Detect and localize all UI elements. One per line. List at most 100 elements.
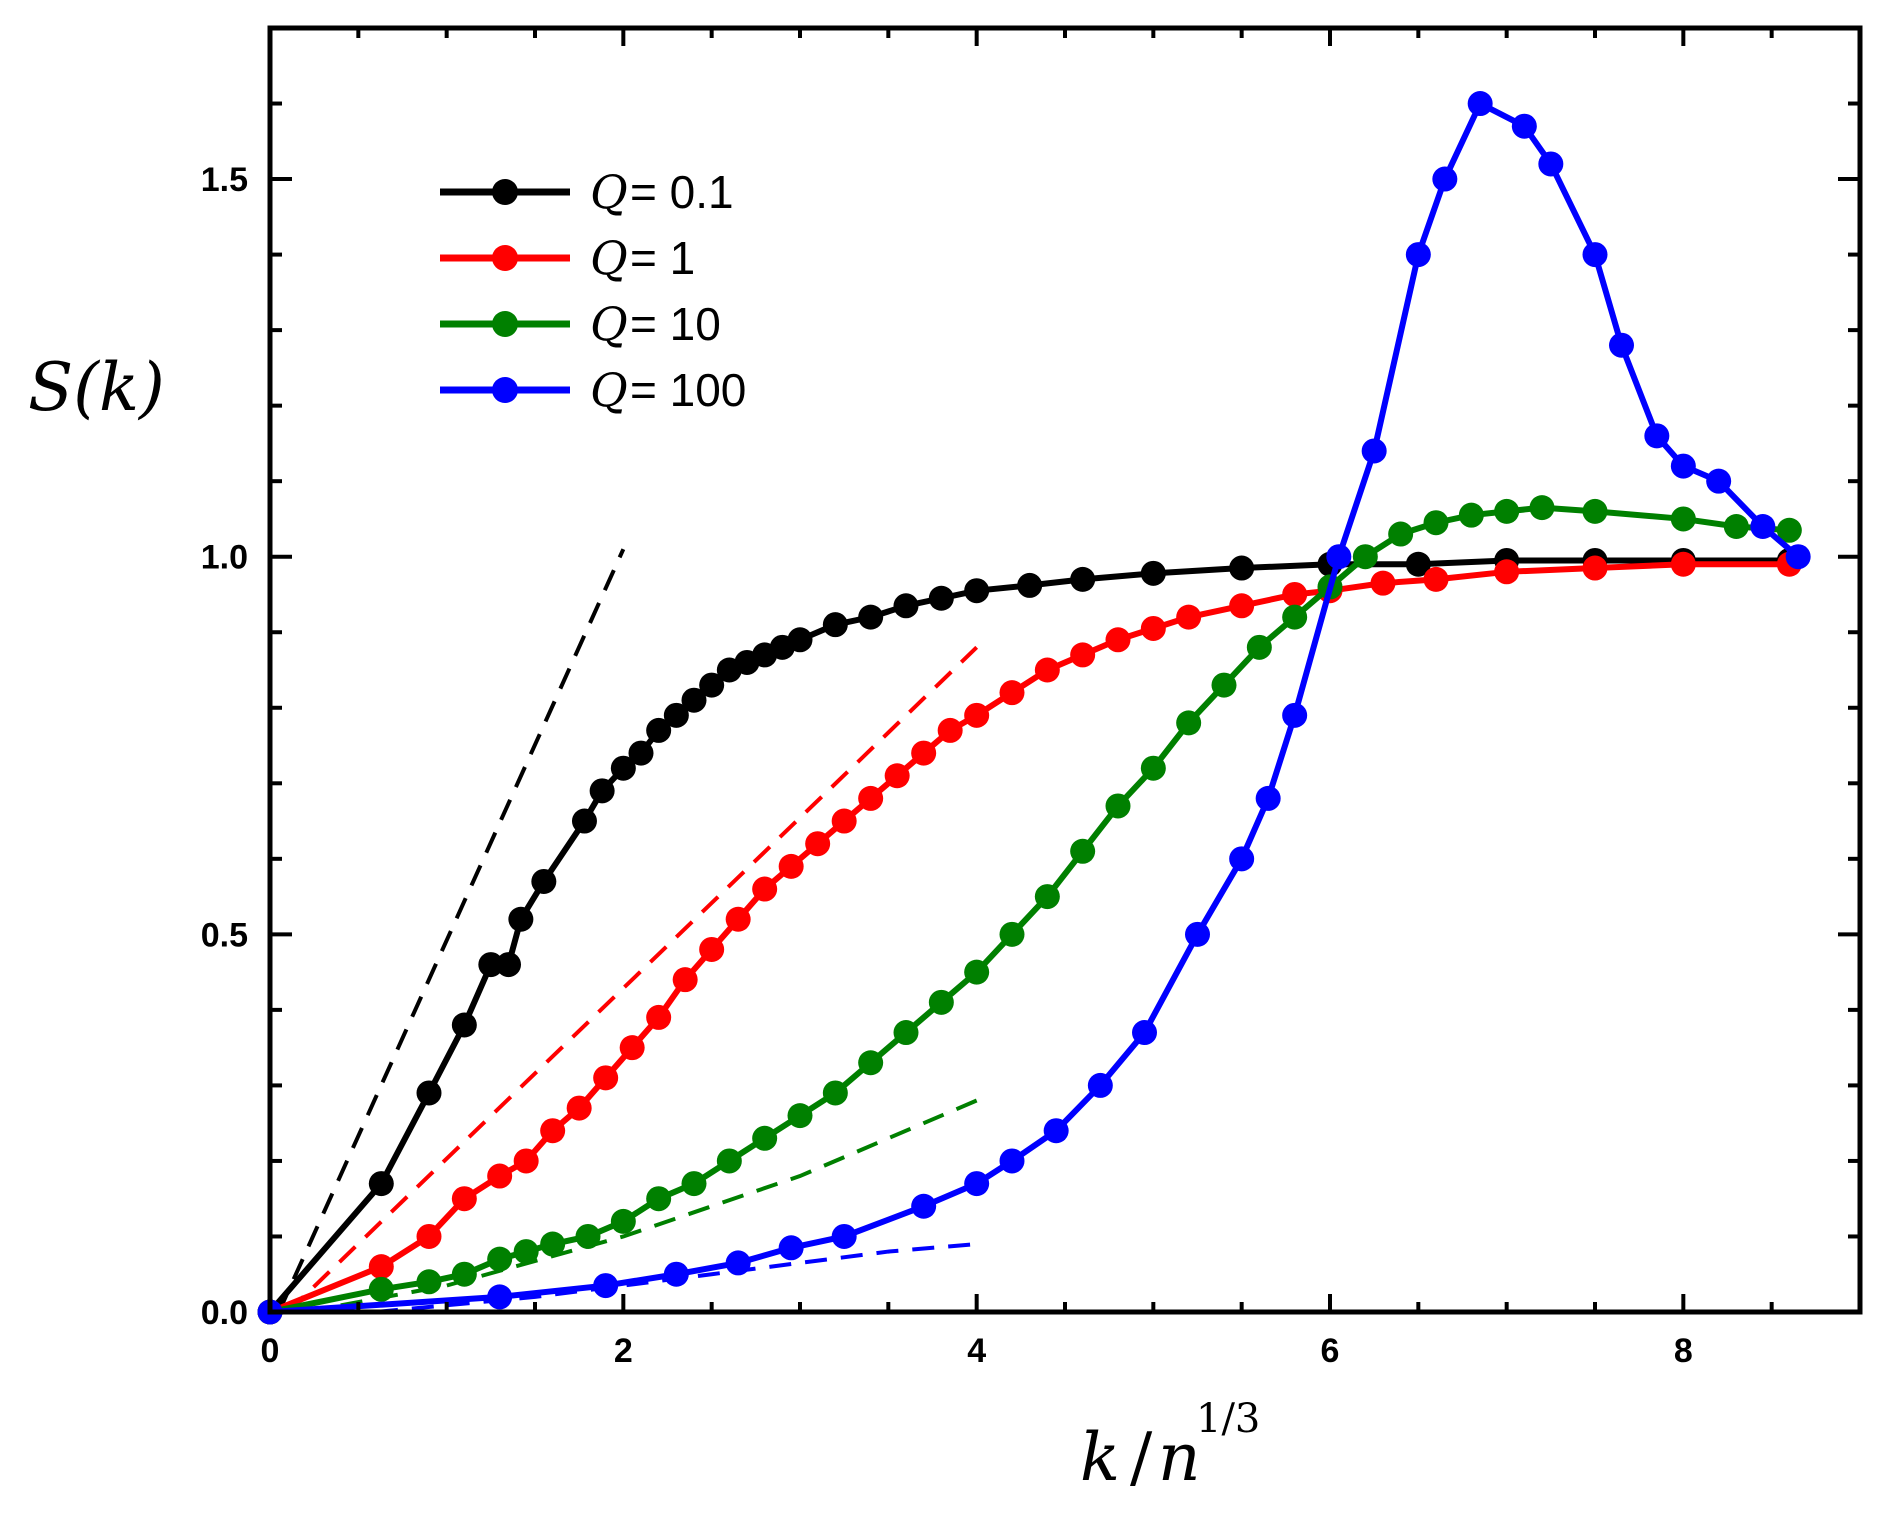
- data-point: [964, 702, 990, 728]
- fit-q100: [375, 1242, 977, 1314]
- y-tick-label: 0.5: [201, 916, 248, 954]
- data-point: [1326, 544, 1352, 570]
- series-0: [257, 547, 1802, 1325]
- data-point: [496, 952, 521, 978]
- legend-q-label: Q: [590, 363, 628, 417]
- data-point: [508, 906, 534, 932]
- data-point: [1176, 604, 1202, 630]
- data-point: [928, 989, 954, 1015]
- data-point: [964, 959, 990, 985]
- series-line: [267, 557, 1790, 1314]
- data-point: [858, 1050, 884, 1076]
- data-point: [1140, 755, 1166, 781]
- data-point: [451, 1012, 477, 1038]
- data-point: [1043, 1118, 1069, 1144]
- legend-marker: [492, 245, 518, 271]
- data-point: [1211, 672, 1237, 698]
- y-tick-label: 0.0: [201, 1294, 248, 1332]
- x-tick-label: 6: [1321, 1332, 1340, 1370]
- data-point: [1105, 627, 1131, 653]
- data-point: [681, 1171, 707, 1197]
- data-point: [646, 717, 672, 743]
- data-point: [964, 1171, 990, 1197]
- data-point: [531, 868, 557, 894]
- data-point: [1282, 702, 1308, 728]
- series-group: [257, 91, 1811, 1325]
- data-point: [571, 808, 597, 834]
- y-axis-title: S(k): [28, 349, 165, 426]
- data-point: [487, 1246, 513, 1272]
- data-point: [1511, 113, 1537, 139]
- legend-q-label: Q: [590, 165, 628, 219]
- data-point: [487, 1284, 513, 1310]
- data-point: [699, 936, 725, 962]
- x-axis-title-n: n: [1158, 1419, 1201, 1496]
- data-point: [368, 1171, 394, 1197]
- data-point: [787, 1103, 813, 1129]
- fit-q01: [277, 548, 626, 1313]
- data-point: [1670, 453, 1696, 479]
- data-point: [1423, 510, 1449, 536]
- data-point: [716, 1148, 742, 1174]
- data-point: [646, 1004, 672, 1030]
- legend-marker: [492, 311, 518, 337]
- legend-item: Q = 10: [440, 297, 721, 351]
- data-point: [1282, 604, 1308, 630]
- data-point: [1105, 793, 1131, 819]
- data-point: [416, 1223, 442, 1249]
- data-point: [831, 808, 857, 834]
- x-tick-label: 0: [261, 1332, 280, 1370]
- data-point: [1609, 332, 1634, 358]
- data-point: [513, 1239, 539, 1265]
- x-tick-label: 4: [967, 1332, 986, 1370]
- data-point: [672, 967, 698, 993]
- data-point: [1538, 151, 1564, 177]
- data-point: [1361, 438, 1387, 464]
- x-tick-label: 8: [1674, 1332, 1693, 1370]
- data-point: [1644, 423, 1670, 449]
- series-line: [269, 99, 1801, 1315]
- data-point: [893, 1020, 919, 1046]
- data-point: [778, 1235, 804, 1261]
- data-point: [1776, 517, 1802, 543]
- y-axis-title-text: S(k): [28, 349, 165, 426]
- data-point: [1670, 551, 1696, 577]
- legend-value-label: = 1: [630, 232, 695, 284]
- data-point: [368, 1254, 394, 1280]
- data-point: [589, 778, 615, 804]
- data-point: [858, 604, 884, 630]
- data-point: [1432, 166, 1458, 192]
- data-point: [610, 1208, 636, 1234]
- data-point: [646, 1186, 672, 1212]
- data-point: [1229, 555, 1255, 581]
- data-point: [1458, 502, 1484, 528]
- data-point: [1034, 884, 1060, 910]
- data-point: [1494, 498, 1520, 524]
- data-point: [1140, 615, 1166, 641]
- data-point: [928, 585, 954, 611]
- series-1: [257, 551, 1802, 1325]
- series-line: [268, 561, 1790, 1315]
- data-point: [1582, 555, 1608, 581]
- legend-value-label: = 100: [630, 364, 746, 416]
- series-line: [269, 504, 1790, 1315]
- data-point: [1670, 506, 1696, 532]
- data-point: [1352, 544, 1378, 570]
- data-point: [1087, 1072, 1113, 1098]
- data-point: [513, 1148, 539, 1174]
- x-axis-title: k / n 1/3: [1080, 1396, 1260, 1496]
- legend-value-label: = 0.1: [630, 166, 734, 218]
- data-point: [999, 680, 1025, 706]
- data-point: [1706, 468, 1732, 494]
- series-2: [257, 495, 1802, 1325]
- data-point: [1750, 513, 1776, 539]
- legend: Q = 0.1Q = 1Q = 10Q = 100: [440, 165, 746, 417]
- legend-value-label: = 10: [630, 298, 721, 350]
- fit-lines: [277, 548, 979, 1314]
- data-point: [540, 1231, 566, 1257]
- data-point: [451, 1261, 477, 1287]
- data-point: [1405, 551, 1431, 577]
- data-point: [1034, 657, 1060, 683]
- data-point: [858, 785, 884, 811]
- x-axis-title-exponent: 1/3: [1196, 1396, 1260, 1442]
